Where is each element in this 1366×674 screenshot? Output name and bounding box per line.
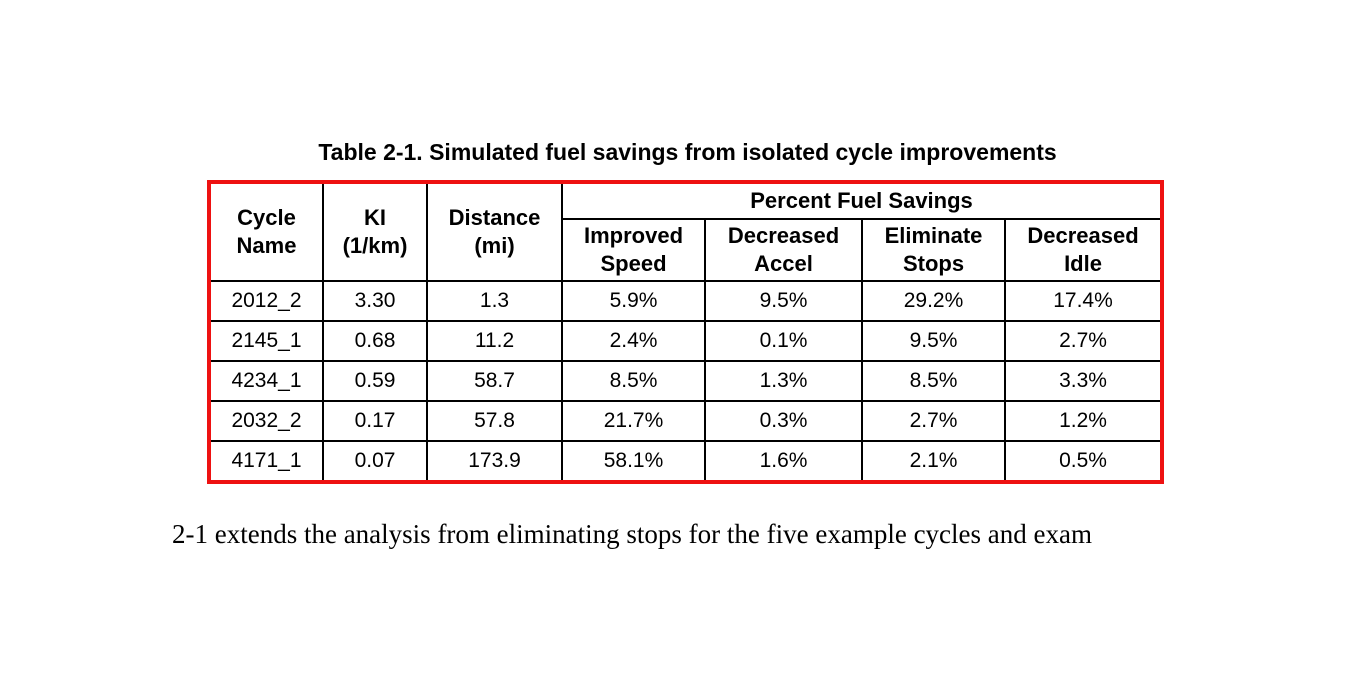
table-row: 2012_2 3.30 1.3 5.9% 9.5% 29.2% 17.4%	[210, 280, 1162, 322]
table-row: 2145_1 0.68 11.2 2.4% 0.1% 9.5% 2.7%	[210, 320, 1162, 362]
cell-eliminate-stops: 9.5%	[861, 320, 1006, 362]
cell-decreased-idle: 3.3%	[1003, 360, 1162, 402]
cell-decreased-idle: 2.7%	[1003, 320, 1162, 362]
cell-decreased-accel: 0.1%	[704, 320, 863, 362]
fuel-savings-table: Cycle Name KI (1/km) Distance (mi) Perce…	[210, 183, 1162, 481]
cell-ki: 0.68	[322, 320, 428, 362]
cell-ki: 3.30	[322, 280, 428, 322]
cell-decreased-accel: 1.6%	[704, 440, 863, 481]
column-header-improved-speed: Improved Speed	[561, 218, 706, 282]
column-header-ki: KI (1/km)	[322, 183, 428, 282]
cell-decreased-accel: 9.5%	[704, 280, 863, 322]
column-header-decreased-accel: Decreased Accel	[704, 218, 863, 282]
cell-decreased-idle: 17.4%	[1003, 280, 1162, 322]
table-caption: Table 2-1. Simulated fuel savings from i…	[318, 139, 1057, 165]
cell-cycle-name: 4171_1	[210, 440, 324, 481]
body-paragraph: 2-1 extends the analysis from eliminatin…	[172, 519, 1092, 549]
cell-distance: 173.9	[426, 440, 563, 481]
cell-ki: 0.07	[322, 440, 428, 481]
fuel-savings-table-frame: Cycle Name KI (1/km) Distance (mi) Perce…	[207, 180, 1165, 484]
column-header-eliminate-stops: Eliminate Stops	[861, 218, 1006, 282]
cell-ki: 0.17	[322, 400, 428, 442]
column-header-distance: Distance (mi)	[426, 183, 563, 282]
cell-eliminate-stops: 2.7%	[861, 400, 1006, 442]
table-row: 4234_1 0.59 58.7 8.5% 1.3% 8.5% 3.3%	[210, 360, 1162, 402]
cell-improved-speed: 58.1%	[561, 440, 706, 481]
cell-distance: 57.8	[426, 400, 563, 442]
cell-cycle-name: 2145_1	[210, 320, 324, 362]
cell-distance: 1.3	[426, 280, 563, 322]
column-header-decreased-idle: Decreased Idle	[1003, 218, 1162, 282]
cell-eliminate-stops: 29.2%	[861, 280, 1006, 322]
cell-distance: 11.2	[426, 320, 563, 362]
cell-distance: 58.7	[426, 360, 563, 402]
cell-improved-speed: 2.4%	[561, 320, 706, 362]
table-row: 2032_2 0.17 57.8 21.7% 0.3% 2.7% 1.2%	[210, 400, 1162, 442]
cell-decreased-idle: 0.5%	[1003, 440, 1162, 481]
cell-eliminate-stops: 8.5%	[861, 360, 1006, 402]
table-row: 4171_1 0.07 173.9 58.1% 1.6% 2.1% 0.5%	[210, 440, 1162, 481]
cell-eliminate-stops: 2.1%	[861, 440, 1006, 481]
cell-improved-speed: 5.9%	[561, 280, 706, 322]
cell-cycle-name: 2012_2	[210, 280, 324, 322]
cell-improved-speed: 21.7%	[561, 400, 706, 442]
column-group-header-percent-fuel-savings: Percent Fuel Savings	[560, 183, 1162, 220]
cell-decreased-accel: 1.3%	[704, 360, 863, 402]
cell-cycle-name: 4234_1	[210, 360, 324, 402]
cell-decreased-accel: 0.3%	[704, 400, 863, 442]
column-header-cycle-name: Cycle Name	[210, 183, 324, 282]
cell-cycle-name: 2032_2	[210, 400, 324, 442]
cell-improved-speed: 8.5%	[561, 360, 706, 402]
cell-decreased-idle: 1.2%	[1003, 400, 1162, 442]
table-header-row-group: Cycle Name KI (1/km) Distance (mi) Perce…	[210, 183, 1162, 282]
cell-ki: 0.59	[322, 360, 428, 402]
table-header-row-sub: Improved Speed Decreased Accel Eliminate…	[211, 218, 1162, 282]
